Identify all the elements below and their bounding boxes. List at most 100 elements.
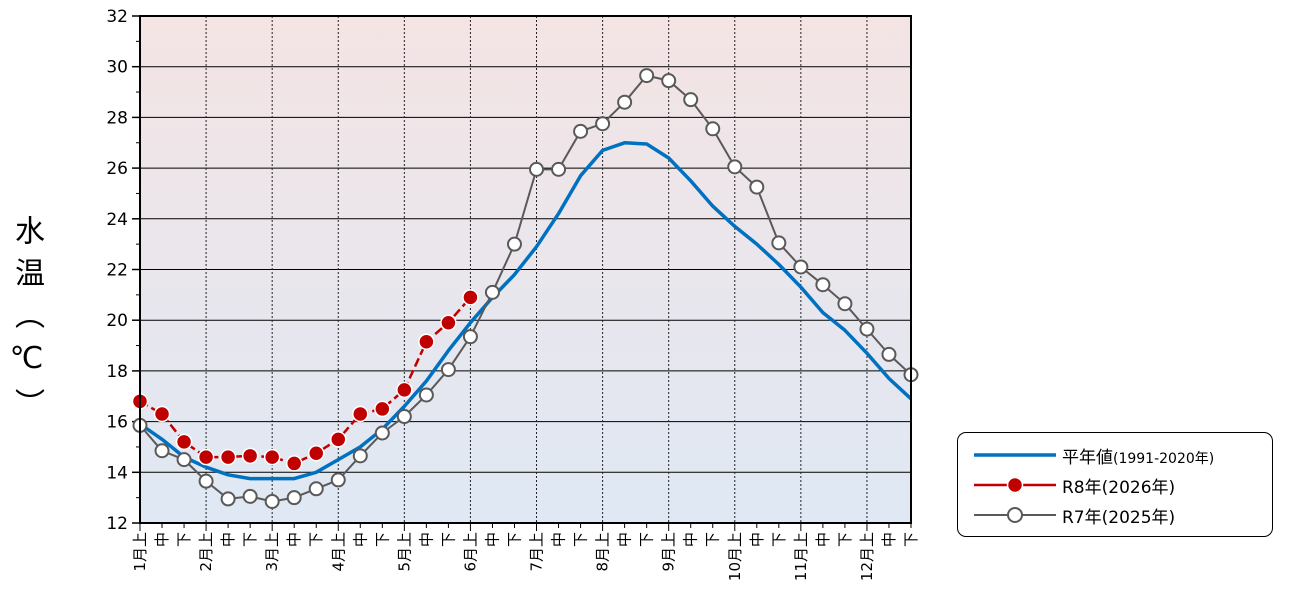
data-point [285, 455, 303, 472]
x-tick-label: 下 [373, 532, 391, 547]
x-tick-label: 中 [483, 532, 501, 547]
legend-swatch-r8 [974, 476, 1056, 494]
data-point [242, 488, 258, 504]
data-point [198, 473, 214, 489]
data-point [286, 490, 302, 506]
data-point [396, 381, 413, 399]
data-point [175, 433, 193, 451]
x-tick-label: 中 [351, 532, 369, 547]
x-tick-label: 下 [836, 532, 854, 547]
x-tick-label: 下 [439, 532, 457, 547]
data-point [793, 259, 809, 275]
x-tick-label: 中 [880, 532, 898, 547]
data-point [683, 92, 699, 108]
legend-swatch-normal [974, 453, 1056, 457]
x-tick-label: 下 [902, 532, 920, 547]
x-tick-label: 4月上 [329, 532, 347, 572]
x-tick-label: 3月上 [263, 532, 281, 572]
data-point [727, 159, 743, 175]
legend-label-r7: R7年(2025年) [1062, 507, 1176, 528]
x-tick-label: 6月上 [461, 532, 479, 572]
data-point [661, 73, 677, 89]
x-tick-label: 5月上 [395, 532, 413, 572]
data-point [263, 448, 281, 466]
data-point [595, 116, 611, 132]
x-tick-label: 2月上 [197, 532, 215, 572]
y-tick-label: 28 [106, 108, 128, 128]
legend-item-r8: R8年(2026年) [972, 472, 1175, 498]
legend: 平年値(1991-2020年) R8年(2026年) R7年(2025年) [957, 432, 1273, 537]
y-tick-label: 24 [106, 210, 128, 230]
y-axis-label: 水温（℃） [9, 215, 44, 430]
x-tick-label: 11月上 [792, 532, 810, 581]
legend-label-r8: R8年(2026年) [1062, 477, 1176, 498]
x-tick-label: 下 [505, 532, 523, 547]
data-point [418, 387, 434, 403]
x-tick-label: 10月上 [726, 532, 744, 581]
x-tick-label: 中 [748, 532, 766, 547]
data-point [396, 409, 412, 425]
data-point [529, 161, 545, 177]
x-tick-label: 下 [241, 532, 259, 547]
data-point [837, 296, 853, 312]
x-tick-label: 中 [616, 532, 634, 547]
data-point [374, 425, 390, 441]
y-tick-label: 16 [106, 413, 128, 433]
data-point [264, 493, 280, 509]
x-tick-label: 下 [704, 532, 722, 547]
data-point [462, 329, 478, 345]
data-point [506, 236, 522, 252]
x-tick-label: 1月上 [131, 532, 149, 572]
x-tick-label: 8月上 [594, 532, 612, 572]
x-tick-label: 下 [770, 532, 788, 547]
x-tick-label: 下 [175, 532, 193, 547]
y-tick-label: 30 [106, 58, 128, 78]
data-point [484, 284, 500, 300]
data-point [241, 447, 259, 465]
x-tick-label: 中 [219, 532, 237, 547]
y-tick-label: 14 [106, 463, 128, 483]
legend-label-normal: 平年値(1991-2020年) [1062, 447, 1215, 468]
data-point [551, 161, 567, 177]
x-tick-label: 9月上 [660, 532, 678, 572]
data-point [307, 445, 325, 462]
data-point [573, 123, 589, 139]
data-point [197, 448, 215, 466]
x-tick-label: 下 [572, 532, 590, 547]
data-point [176, 452, 192, 468]
y-tick-label: 22 [106, 261, 128, 281]
data-point [374, 400, 391, 418]
y-tick-label: 20 [106, 311, 128, 331]
data-point [440, 314, 457, 331]
data-point [330, 472, 346, 488]
x-tick-label: 下 [307, 532, 325, 547]
data-point [330, 431, 347, 448]
x-tick-label: 中 [153, 532, 171, 547]
legend-swatch-r7 [974, 507, 1056, 523]
x-tick-label: 中 [682, 532, 700, 547]
data-point [352, 448, 368, 464]
legend-item-r7: R7年(2025年) [972, 502, 1175, 528]
data-point [771, 235, 787, 251]
data-point [617, 94, 633, 110]
y-tick-label: 18 [106, 362, 128, 382]
x-tick-label: 中 [814, 532, 832, 547]
x-tick-label: 中 [550, 532, 568, 547]
legend-item-normal: 平年値(1991-2020年) [972, 442, 1214, 468]
y-tick-label: 12 [106, 514, 128, 534]
data-point [308, 481, 324, 497]
x-tick-label: 12月上 [858, 532, 876, 581]
series-line-1 [139, 296, 472, 465]
data-point [352, 405, 369, 423]
data-point [815, 277, 831, 293]
data-point [859, 321, 875, 337]
y-tick-label: 26 [106, 159, 128, 179]
x-tick-label: 下 [638, 532, 656, 547]
plot-frame [139, 15, 912, 524]
data-point [881, 346, 897, 362]
x-tick-label: 中 [285, 532, 303, 547]
y-tick-label: 32 [106, 7, 128, 27]
data-point [153, 405, 171, 423]
